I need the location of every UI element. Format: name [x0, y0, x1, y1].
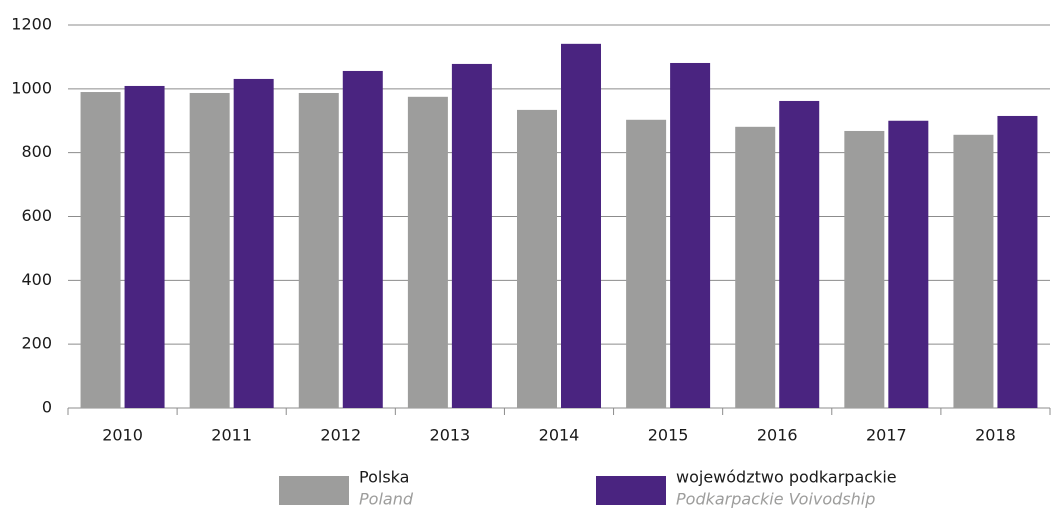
y-tick-label: 1000	[11, 78, 52, 97]
bar	[451, 63, 492, 409]
bar	[997, 115, 1038, 409]
x-tick-label: 2016	[757, 426, 798, 445]
bar	[844, 130, 885, 409]
y-tick-label: 400	[21, 270, 52, 289]
y-tick-label: 200	[21, 334, 52, 353]
x-tick-label: 2010	[102, 426, 143, 445]
bar	[517, 109, 557, 409]
bar	[670, 62, 711, 408]
bar	[80, 92, 121, 409]
bar	[779, 100, 820, 408]
x-tick-label: 2017	[866, 426, 907, 445]
x-tick-label: 2015	[648, 426, 689, 445]
bar	[888, 120, 929, 408]
x-tick-label: 2011	[211, 426, 252, 445]
x-tick-label: 2012	[320, 426, 361, 445]
bar	[124, 85, 165, 409]
legend-label-en: Poland	[359, 490, 414, 509]
bar	[298, 92, 339, 409]
bar	[561, 43, 601, 408]
y-tick-label: 0	[42, 398, 52, 417]
legend-label-en: Podkarpackie Voivodship	[676, 490, 875, 509]
bar	[342, 70, 383, 409]
bar	[189, 92, 230, 409]
x-tick-label: 2018	[975, 426, 1016, 445]
bar	[953, 134, 994, 408]
x-tick-label: 2013	[430, 426, 471, 445]
bar	[735, 126, 776, 409]
bar	[407, 96, 448, 408]
legend-label: województwo podkarpackie	[676, 468, 897, 487]
bar	[626, 119, 667, 408]
legend-swatch	[279, 476, 349, 505]
y-tick-label: 800	[21, 142, 52, 161]
x-tick-label: 2014	[539, 426, 580, 445]
legend-label: Polska	[359, 468, 409, 487]
y-tick-label: 600	[21, 206, 52, 225]
bar	[233, 78, 274, 409]
legend-swatch	[596, 476, 666, 505]
y-tick-label: 1200	[11, 15, 52, 34]
